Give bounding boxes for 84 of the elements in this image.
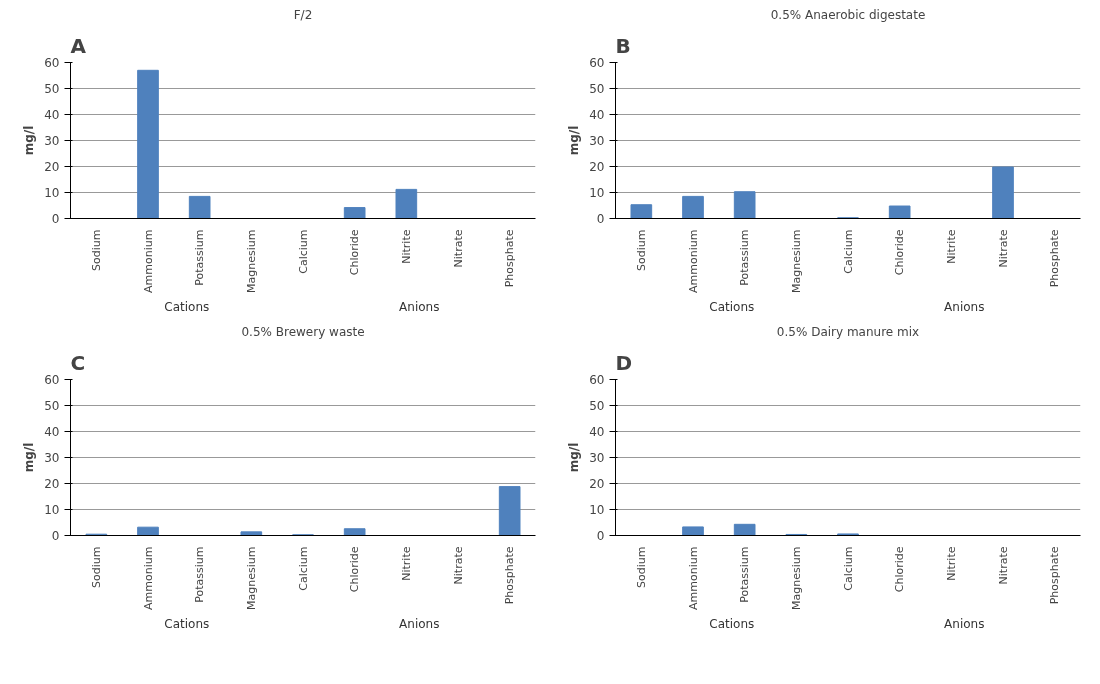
x-tick-label: Nitrite xyxy=(399,229,413,264)
y-tick-label: 50 xyxy=(589,82,605,96)
y-tick-label: 0 xyxy=(596,529,605,543)
x-tick-label: Nitrite xyxy=(399,546,413,581)
text: A xyxy=(70,33,87,58)
y-tick-label: 0 xyxy=(51,529,60,543)
x-tick-label: Calcium xyxy=(296,546,310,591)
x-tick-label: Calcium xyxy=(841,546,855,591)
x-tick-label: Potassium xyxy=(738,229,752,286)
x-tick-label: Calcium xyxy=(296,229,310,274)
y-tick-label: 40 xyxy=(589,108,605,122)
y-tick-label: 20 xyxy=(44,477,60,491)
x-tick-label: Nitrate xyxy=(996,229,1010,268)
x-tick-label: Ammonium xyxy=(686,229,700,293)
y-tick-label: 30 xyxy=(589,134,605,148)
y-tick-label: 20 xyxy=(44,160,60,174)
y-tick-label: 20 xyxy=(589,160,605,174)
x-tick-label: Phosphate xyxy=(1048,546,1062,605)
x-tick-label: Sodium xyxy=(634,229,648,271)
x-tick-label: Sodium xyxy=(89,546,103,588)
x-tick-label: Nitrite xyxy=(944,546,958,581)
y-tick-label: 40 xyxy=(589,425,605,439)
y-axis-title: mg/l xyxy=(567,442,582,473)
text: B xyxy=(615,33,631,58)
x-tick-label: Calcium xyxy=(841,229,855,274)
text: Cations xyxy=(164,616,210,631)
x-tick-label: Chloride xyxy=(348,229,362,276)
chart-title: 0.5% Brewery waste xyxy=(241,324,365,339)
x-tick-label: Potassium xyxy=(193,546,207,603)
text: Anions xyxy=(944,616,985,631)
x-tick-label: Phosphate xyxy=(503,229,517,288)
text: Cations xyxy=(709,616,755,631)
y-tick-label: 20 xyxy=(589,477,605,491)
text: Cations xyxy=(164,299,210,314)
y-tick-label: 60 xyxy=(589,56,605,70)
text: Anions xyxy=(944,299,985,314)
y-tick-label: 30 xyxy=(589,451,605,465)
text: D xyxy=(615,350,633,375)
y-axis-title: mg/l xyxy=(22,125,37,156)
x-tick-label: Nitrite xyxy=(944,229,958,264)
x-tick-label: Chloride xyxy=(893,229,907,276)
text: C xyxy=(70,350,86,375)
y-tick-label: 0 xyxy=(51,212,60,226)
y-axis-title: mg/l xyxy=(567,125,582,156)
y-tick-label: 30 xyxy=(44,451,60,465)
x-tick-label: Ammonium xyxy=(686,546,700,610)
x-tick-label: Nitrate xyxy=(451,546,465,585)
x-tick-label: Potassium xyxy=(738,546,752,603)
y-axis-title: mg/l xyxy=(22,442,37,473)
y-tick-label: 50 xyxy=(589,399,605,413)
x-tick-label: Magnesium xyxy=(244,229,258,293)
y-tick-label: 60 xyxy=(44,373,60,387)
x-tick-label: Ammonium xyxy=(141,546,155,610)
x-tick-label: Magnesium xyxy=(789,229,803,293)
x-tick-label: Potassium xyxy=(193,229,207,286)
y-tick-label: 40 xyxy=(44,108,60,122)
x-tick-label: Sodium xyxy=(89,229,103,271)
x-tick-label: Phosphate xyxy=(1048,229,1062,288)
y-tick-label: 10 xyxy=(44,186,60,200)
text: Anions xyxy=(399,616,440,631)
y-tick-label: 50 xyxy=(44,399,60,413)
y-tick-label: 60 xyxy=(589,373,605,387)
x-tick-label: Nitrate xyxy=(996,546,1010,585)
y-tick-label: 40 xyxy=(44,425,60,439)
chart-title: 0.5% Anaerobic digestate xyxy=(770,7,926,22)
y-tick-label: 0 xyxy=(596,212,605,226)
x-tick-label: Chloride xyxy=(893,546,907,593)
text: Anions xyxy=(399,299,440,314)
y-tick-label: 50 xyxy=(44,82,60,96)
x-tick-label: Ammonium xyxy=(141,229,155,293)
chart-title: F/2 xyxy=(293,7,313,22)
y-tick-label: 10 xyxy=(44,503,60,517)
x-tick-label: Chloride xyxy=(348,546,362,593)
x-tick-label: Sodium xyxy=(634,546,648,588)
y-tick-label: 10 xyxy=(589,186,605,200)
text: Cations xyxy=(709,299,755,314)
chart-title: 0.5% Dairy manure mix xyxy=(776,324,920,339)
x-tick-label: Phosphate xyxy=(503,546,517,605)
y-tick-label: 30 xyxy=(44,134,60,148)
x-tick-label: Nitrate xyxy=(451,229,465,268)
y-tick-label: 60 xyxy=(44,56,60,70)
x-tick-label: Magnesium xyxy=(244,546,258,610)
x-tick-label: Magnesium xyxy=(789,546,803,610)
y-tick-label: 10 xyxy=(589,503,605,517)
